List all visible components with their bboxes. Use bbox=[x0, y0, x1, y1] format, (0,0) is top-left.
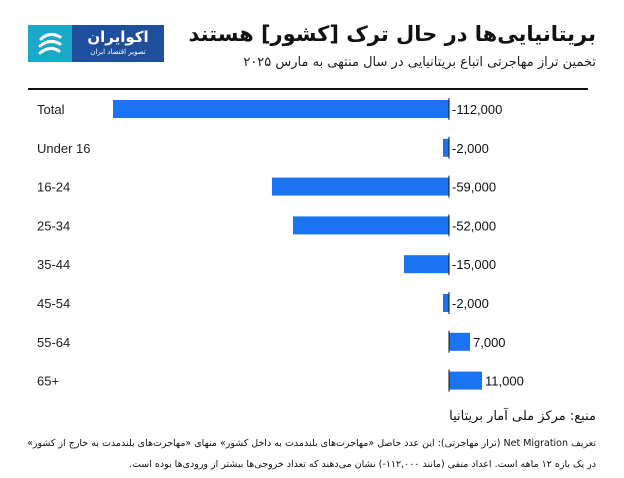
data-label: -52,000 bbox=[452, 218, 496, 233]
bar bbox=[293, 216, 449, 235]
data-label: -15,000 bbox=[452, 257, 496, 272]
bar bbox=[449, 332, 470, 351]
data-label: -2,000 bbox=[452, 141, 489, 156]
data-label: -2,000 bbox=[452, 296, 489, 311]
definition-note-line1: تعریف Net Migration (تراز مهاجرتی): این … bbox=[27, 438, 596, 449]
category-label: 45-54 bbox=[37, 296, 70, 311]
category-label: 16-24 bbox=[37, 180, 70, 195]
bar bbox=[443, 294, 449, 312]
category-label: Under 16 bbox=[37, 141, 90, 156]
top-rule bbox=[28, 88, 588, 90]
bar bbox=[449, 371, 482, 390]
data-label: 7,000 bbox=[473, 335, 506, 350]
definition-note-line2: در یک بازه ۱۲ ماهه است. اعداد منفی (مانن… bbox=[128, 459, 596, 470]
data-label: 11,000 bbox=[485, 374, 524, 389]
category-label: 35-44 bbox=[37, 257, 70, 272]
category-label: 25-34 bbox=[37, 218, 70, 233]
chart-subtitle: تخمین تراز مهاجرتی اتباع بریتانیایی در س… bbox=[243, 55, 596, 70]
logo-name: اکوایران bbox=[87, 28, 149, 46]
logo: اکوایران تصویر اقتصاد ایران bbox=[28, 25, 164, 62]
logo-mark-icon bbox=[28, 25, 72, 62]
data-label: -59,000 bbox=[452, 180, 496, 195]
bar bbox=[272, 177, 449, 196]
category-label: 55-64 bbox=[37, 335, 70, 350]
bar bbox=[443, 138, 449, 157]
chart-title: بریتانیایی‌ها در حال ترک [کشور] هستند bbox=[188, 22, 596, 46]
category-label: 65+ bbox=[37, 374, 59, 389]
bar bbox=[404, 255, 449, 274]
category-label: Total bbox=[37, 102, 65, 117]
bar bbox=[113, 100, 449, 118]
bar-chart: Total -112,000 Under 16 -2,000 16-24 -59,000 2… bbox=[37, 98, 524, 392]
data-label: -112,000 bbox=[452, 102, 502, 117]
logo-tagline: تصویر اقتصاد ایران bbox=[90, 48, 146, 56]
source-text: منبع: مرکز ملی آمار بریتانیا bbox=[449, 409, 596, 424]
